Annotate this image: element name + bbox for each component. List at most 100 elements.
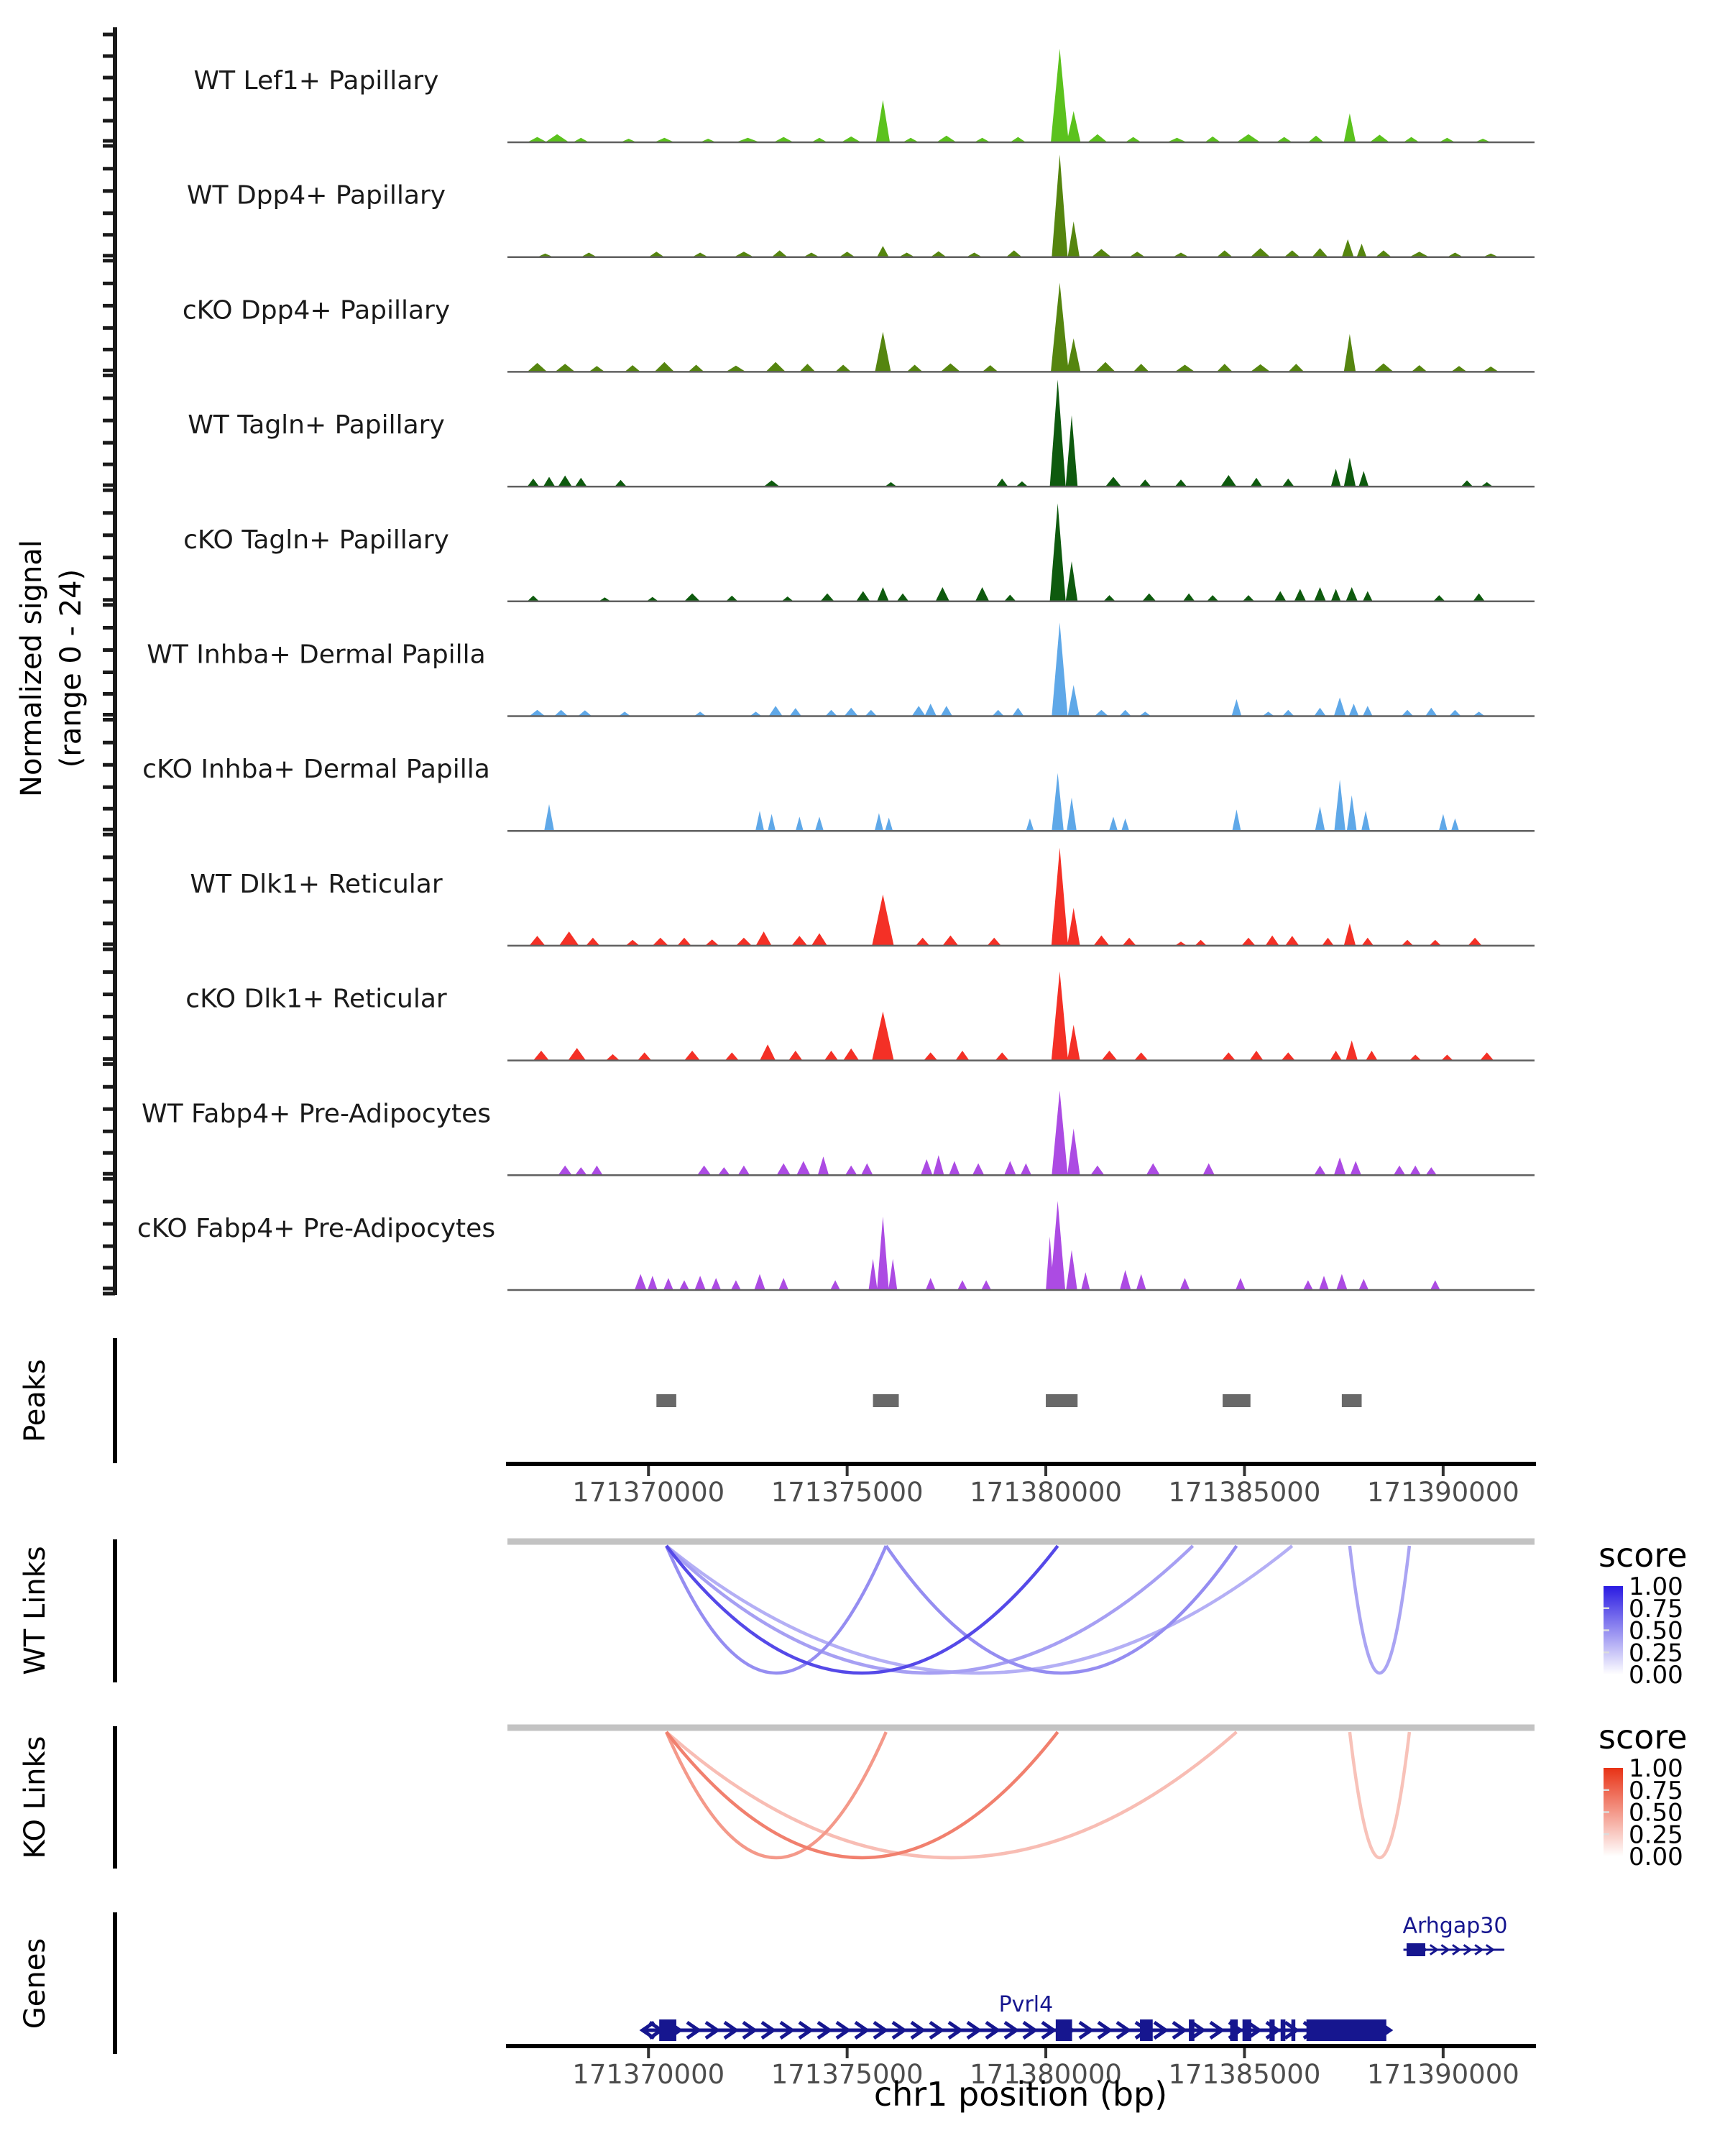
ruler-tick-label: 171375000 [771,2059,924,2090]
strand-chevron [1485,1944,1496,1955]
gene-start-arrow [639,2020,656,2040]
strand-chevron [1284,2020,1300,2040]
link-arc [1348,1545,1412,1674]
signal-area [634,1201,1440,1290]
strand-chevron [704,2020,721,2040]
strand-chevron [1022,2020,1039,2040]
strand-chevron [1246,2020,1263,2040]
strand-chevron [742,2020,758,2040]
ruler-tick-label: 171385000 [1169,1477,1321,1508]
strand-chevron [1172,2020,1188,2040]
strand-chevron [1474,1944,1484,1955]
signal-area [558,1090,1437,1176]
strand-chevron [1463,1944,1473,1955]
strand-chevron [1097,2020,1113,2040]
ruler-tick-label: 171390000 [1367,1477,1519,1508]
strand-chevron [891,2020,908,2040]
signal-area [533,971,1494,1061]
signal-axis [103,27,117,1296]
signal-tracks: WT Lef1+ Papillary WT Dpp4+ Papillary cKO … [137,48,1535,1291]
link-arc [665,1731,888,1859]
strand-chevron [929,2020,945,2040]
wt-score-legend: 1.000.750.500.250.00 [1604,1572,1683,1690]
score-legend-label: 0.00 [1629,1661,1683,1690]
score-legend-label: 0.75 [1629,1777,1683,1805]
link-arc [665,1545,888,1674]
score-legend-label: 0.25 [1629,1820,1683,1849]
track-label: cKO Inhba+ Dermal Papilla [142,755,490,784]
ruler-tick-label: 171370000 [572,1477,724,1508]
peak-interval [1341,1394,1362,1407]
strand-chevron [985,2020,1001,2040]
strand-chevron [723,2020,740,2040]
score-legend-label: 0.00 [1629,1843,1683,1871]
track-label: WT Lef1+ Papillary [194,66,439,96]
ruler-tick-label: 171385000 [1169,2059,1321,2090]
signal-area [529,622,1485,717]
track-label: WT Tagln+ Papillary [188,410,445,440]
signal-area [527,48,1491,142]
strand-chevron [1209,2020,1225,2040]
signal-area [529,847,1482,946]
strand-chevron [854,2020,870,2040]
strand-chevron [760,2020,777,2040]
score-legend-label: 0.50 [1629,1617,1683,1646]
gene-exon [659,2019,676,2041]
track-label: cKO Dlk1+ Reticular [185,985,447,1014]
strand-chevron [947,2020,964,2040]
peaks-section-label: Peaks [19,1359,52,1442]
gene-exon [1291,2019,1296,2041]
link-arc [665,1731,1238,1860]
gene-exon [1280,2019,1286,2041]
strand-chevron [1452,1944,1462,1955]
track-label: cKO Fabp4+ Pre-Adipocytes [137,1214,495,1243]
strand-chevron [1429,1944,1440,1955]
track-label: cKO Dpp4+ Papillary [183,295,450,325]
link-arc [665,1544,1195,1675]
genes-track: Pvrl4 Arhgap30 [113,1912,1507,2054]
peak-interval [1046,1394,1078,1407]
ko-score-legend: 1.000.750.500.250.00 [1604,1754,1683,1871]
ko-links-panel [113,1724,1535,1869]
link-arc [665,1544,1059,1675]
strand-chevron [1190,2020,1207,2040]
ko-links-section-label: KO Links [19,1736,52,1859]
strand-chevron [798,2020,814,2040]
strand-chevron [835,2020,852,2040]
ruler-tick-label: 171370000 [572,2059,724,2090]
link-arc [665,1544,1294,1675]
strand-chevron [966,2020,983,2040]
ruler-top: 171370000 171375000 171380000 171385000 1713… [506,1462,1536,1508]
ruler-bottom: 171370000 171375000 171380000 171385000 1713… [506,2044,1536,2090]
strand-chevron [1003,2020,1020,2040]
gene-exon [1306,2019,1386,2041]
signal-area [544,773,1459,831]
signal-area [537,155,1499,257]
score-legend-label: 0.75 [1629,1595,1683,1623]
ruler-tick-label: 171380000 [970,2059,1122,2090]
strand-chevron [816,2020,833,2040]
gene-exon [1055,2019,1072,2041]
peaks-track [113,1338,1362,1463]
peak-interval [1223,1394,1251,1407]
signal-area [527,282,1499,372]
strand-chevron [1116,2020,1132,2040]
track-label: WT Dlk1+ Reticular [190,870,442,899]
signal-area [527,379,1493,487]
ko-score-legend-title: score [1598,1718,1688,1756]
gene-exon [1406,1943,1425,1956]
gene-name-label: Arhgap30 [1402,1913,1507,1938]
score-legend-label: 0.50 [1629,1799,1683,1828]
strand-chevron [1041,2020,1057,2040]
track-label: WT Fabp4+ Pre-Adipocytes [142,1099,491,1128]
genes-section-label: Genes [19,1938,52,2029]
y-axis-label-line1: Normalized signal [15,540,48,797]
link-arc [665,1731,1059,1860]
gene-exon [1189,2019,1195,2041]
link-arc [884,1544,1238,1675]
track-label: WT Inhba+ Dermal Papilla [147,640,485,670]
strand-chevron [686,2020,702,2040]
ruler-tick-label: 171375000 [771,1477,924,1508]
ruler-tick-label: 171390000 [1367,2059,1519,2090]
